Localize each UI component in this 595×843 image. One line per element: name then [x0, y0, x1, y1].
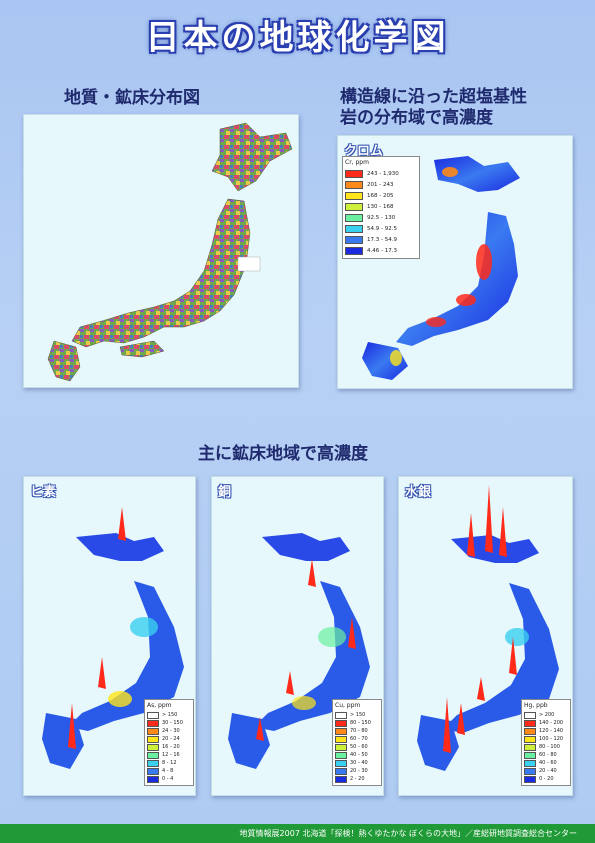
- legend-swatch: [524, 751, 536, 759]
- legend-title: As, ppm: [147, 702, 172, 709]
- copper-legend: Cu, ppm > 150 80 - 150 70 - 80 60 - 70 5…: [332, 699, 382, 786]
- legend-row: 243 - 1,930: [345, 168, 417, 179]
- legend-swatch: [345, 235, 363, 244]
- legend-swatch: [524, 727, 536, 735]
- arsenic-map: [42, 507, 184, 769]
- legend-row: 70 - 80: [335, 727, 379, 735]
- geology-map-panel: [23, 114, 299, 388]
- legend-swatch: [345, 180, 363, 189]
- copper-map: [228, 533, 370, 769]
- legend-row: 168 - 205: [345, 190, 417, 201]
- arsenic-label: ヒ素: [30, 485, 57, 500]
- legend-swatch: [147, 735, 159, 743]
- legend-row: 17.3 - 54.9: [345, 234, 417, 245]
- chromium-map-panel: クロム Cr, ppm 243 - 1,930 201 - 243 168 - …: [337, 135, 573, 389]
- legend-row: 100 - 120: [524, 735, 568, 743]
- legend-row: 4 - 8: [147, 767, 191, 775]
- chromium-map: [362, 156, 520, 380]
- legend-swatch: [524, 719, 536, 727]
- legend-swatch: [335, 767, 347, 775]
- legend-row: 50 - 60: [335, 743, 379, 751]
- legend-swatch: [335, 759, 347, 767]
- arsenic-legend: As, ppm > 150 30 - 150 24 - 30 20 - 24 1…: [144, 699, 194, 786]
- chromium-label: クロム: [344, 144, 384, 159]
- legend-row: 20 - 30: [335, 767, 379, 775]
- legend-row: 2 - 20: [335, 775, 379, 783]
- legend-row: 30 - 40: [335, 759, 379, 767]
- geology-heading: 地質・鉱床分布図: [64, 88, 200, 108]
- legend-row: 16 - 20: [147, 743, 191, 751]
- legend-swatch: [335, 711, 347, 719]
- legend-row: 40 - 60: [524, 759, 568, 767]
- arsenic-map-panel: ヒ素 As, ppm > 150 30 - 150 24 - 30 20 - 2…: [23, 476, 196, 796]
- copper-map-panel: 銅 Cu, ppm > 150 80 - 150 70 - 80 60 - 70…: [211, 476, 384, 796]
- legend-swatch: [345, 191, 363, 200]
- legend-swatch: [147, 751, 159, 759]
- legend-title: Cu, ppm: [335, 702, 361, 709]
- legend-swatch: [335, 743, 347, 751]
- legend-swatch: [524, 711, 536, 719]
- footer-credit: 地質情報展2007 北海道「探検！熱くゆたかな ぼくらの大地」／産総研地質調査総…: [0, 824, 595, 843]
- legend-row: > 150: [147, 711, 191, 719]
- legend-swatch: [147, 711, 159, 719]
- chromium-legend: Cr, ppm 243 - 1,930 201 - 243 168 - 205 …: [342, 156, 420, 259]
- legend-swatch: [524, 775, 536, 783]
- legend-row: 0 - 20: [524, 775, 568, 783]
- legend-row: 60 - 80: [524, 751, 568, 759]
- legend-row: 130 - 168: [345, 201, 417, 212]
- legend-swatch: [345, 246, 363, 255]
- legend-swatch: [147, 759, 159, 767]
- mercury-label: 水銀: [405, 485, 432, 500]
- mineral-heading: 主に鉱床地域で高濃度: [198, 444, 368, 464]
- legend-swatch: [335, 719, 347, 727]
- geology-map: [47, 122, 293, 382]
- legend-row: 80 - 150: [335, 719, 379, 727]
- legend-title: Cr, ppm: [345, 159, 369, 166]
- legend-swatch: [345, 213, 363, 222]
- legend-swatch: [524, 767, 536, 775]
- legend-row: 92.5 - 130: [345, 212, 417, 223]
- legend-row: 12 - 16: [147, 751, 191, 759]
- legend-swatch: [147, 775, 159, 783]
- legend-row: 4.46 - 17.3: [345, 245, 417, 256]
- legend-row: 30 - 150: [147, 719, 191, 727]
- legend-swatch: [335, 727, 347, 735]
- legend-row: 40 - 50: [335, 751, 379, 759]
- copper-label: 銅: [218, 485, 232, 500]
- legend-row: 54.9 - 92.5: [345, 223, 417, 234]
- legend-swatch: [335, 775, 347, 783]
- legend-swatch: [345, 224, 363, 233]
- chromium-heading-line1: 構造線に沿った超塩基性: [340, 87, 527, 107]
- legend-swatch: [147, 767, 159, 775]
- legend-row: > 200: [524, 711, 568, 719]
- legend-row: 24 - 30: [147, 727, 191, 735]
- legend-row: 8 - 12: [147, 759, 191, 767]
- legend-swatch: [345, 169, 363, 178]
- legend-row: 201 - 243: [345, 179, 417, 190]
- legend-swatch: [335, 735, 347, 743]
- chromium-heading-line2: 岩の分布域で高濃度: [340, 108, 493, 128]
- legend-row: 80 - 100: [524, 743, 568, 751]
- mercury-map-panel: 水銀 Hg, ppb > 200 140 - 200 120 - 140 100…: [398, 476, 573, 796]
- legend-row: 60 - 70: [335, 735, 379, 743]
- legend-swatch: [147, 719, 159, 727]
- legend-title: Hg, ppb: [524, 702, 548, 709]
- legend-row: 20 - 40: [524, 767, 568, 775]
- legend-row: > 150: [335, 711, 379, 719]
- legend-swatch: [147, 727, 159, 735]
- legend-swatch: [345, 202, 363, 211]
- legend-swatch: [147, 743, 159, 751]
- legend-swatch: [335, 751, 347, 759]
- legend-row: 20 - 24: [147, 735, 191, 743]
- legend-row: 0 - 4: [147, 775, 191, 783]
- legend-swatch: [524, 735, 536, 743]
- legend-row: 120 - 140: [524, 727, 568, 735]
- legend-swatch: [524, 743, 536, 751]
- legend-row: 140 - 200: [524, 719, 568, 727]
- mercury-legend: Hg, ppb > 200 140 - 200 120 - 140 100 - …: [521, 699, 571, 786]
- mercury-map: [417, 485, 559, 771]
- legend-swatch: [524, 759, 536, 767]
- page-title: 日本の地球化学図: [145, 18, 450, 58]
